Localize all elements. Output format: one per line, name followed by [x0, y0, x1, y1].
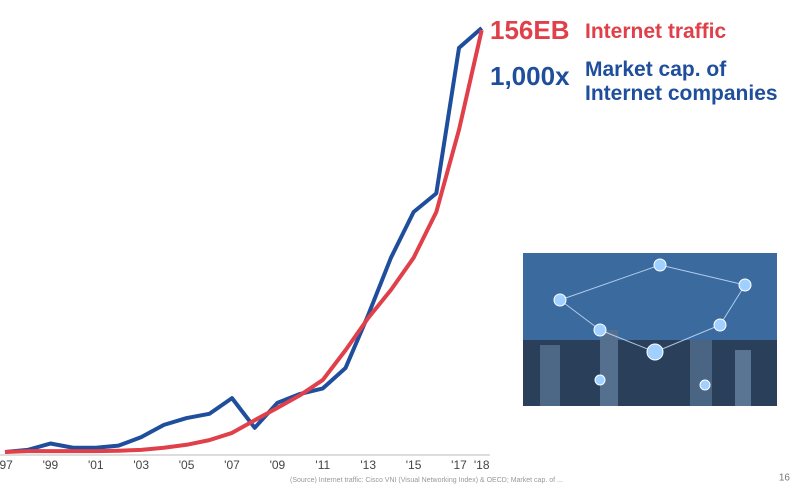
legend-label: Market cap. of Internet companies: [585, 58, 778, 105]
x-tick-label: '17: [451, 458, 467, 472]
page-number: 16: [779, 473, 791, 484]
x-tick-label: '01: [88, 458, 104, 472]
x-tick-label: '09: [270, 458, 286, 472]
x-tick-label: '07: [224, 458, 240, 472]
end-label: 156EB: [490, 15, 570, 45]
x-tick-label: '05: [179, 458, 195, 472]
series-line: [4, 26, 484, 454]
x-tick-label: '13: [360, 458, 376, 472]
x-tick-label: '18: [474, 458, 490, 472]
x-tick-label: '03: [133, 458, 149, 472]
end-label: 1,000x: [490, 61, 570, 91]
photo: [523, 253, 777, 406]
x-tick-label: '15: [406, 458, 422, 472]
series-line: [4, 29, 484, 454]
x-tick-label: '97: [0, 458, 13, 472]
x-tick-label: '11: [315, 458, 330, 472]
source-note: (Source) Internet traffic: Cisco VNI (Vi…: [290, 477, 563, 484]
legend-label: Internet traffic: [585, 20, 727, 43]
x-tick-label: '99: [43, 458, 59, 472]
